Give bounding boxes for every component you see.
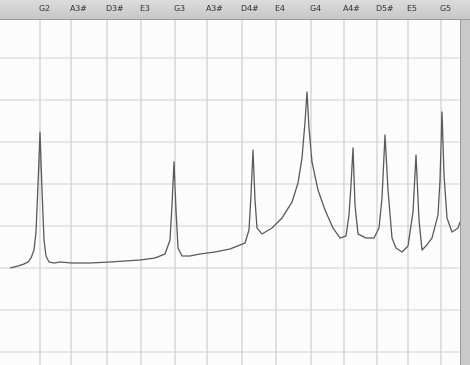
note-label-10: D5# [376,4,394,13]
spectrum-trace [9,91,461,269]
note-label-2: D3# [106,4,124,13]
note-label-11: E5 [407,4,417,13]
note-label-4: G3 [174,4,185,13]
note-ruler: G2 A3# D3# E3 G3 A3# D4# E4 G4 A4# D5# E5 G5 [0,0,470,20]
note-label-8: G4 [310,4,321,13]
note-label-7: E4 [275,4,285,13]
level-scale [460,20,470,365]
note-label-5: A3# [206,4,223,13]
note-label-12: G5 [440,4,451,13]
note-label-3: E3 [140,4,150,13]
note-label-9: A4# [343,4,360,13]
note-label-1: A3# [70,4,87,13]
grid [0,20,460,365]
note-label-6: D4# [241,4,259,13]
note-label-0: G2 [39,4,50,13]
